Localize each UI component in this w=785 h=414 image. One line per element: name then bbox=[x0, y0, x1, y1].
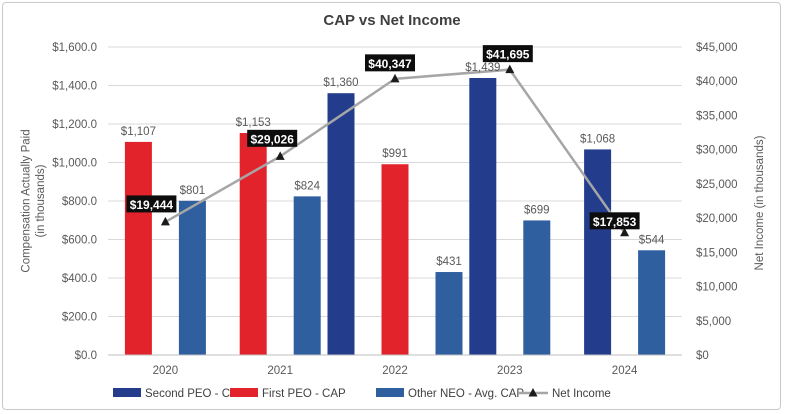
legend-swatch bbox=[230, 388, 258, 397]
legend: Second PEO - CAP First PEO - CAP Other NEO… bbox=[113, 388, 611, 400]
y-left-tick-label: $1,400.0 bbox=[52, 81, 97, 93]
net-income-label-box bbox=[365, 54, 415, 72]
y-right-tick-label: $40,000 bbox=[696, 76, 738, 88]
y-left-tick-label: $200.0 bbox=[62, 312, 97, 324]
y-right-tick-label: $25,000 bbox=[696, 179, 738, 191]
y-right-axis-title: Net Income (in thousands) bbox=[754, 135, 766, 270]
bar-data-label: $1,107 bbox=[121, 126, 156, 138]
bar-other-neo-avg-cap bbox=[638, 250, 666, 355]
y-right-tick-label: $10,000 bbox=[696, 282, 738, 294]
bar-other-neo-avg-cap bbox=[435, 272, 463, 355]
bar-second-peo-cap bbox=[327, 93, 355, 355]
bar-data-label: $699 bbox=[524, 204, 550, 216]
net-income-data-label: $17,853 bbox=[593, 215, 637, 229]
net-income-marker bbox=[505, 64, 515, 74]
net-income-data-label: $41,695 bbox=[486, 48, 530, 62]
net-income-label-box bbox=[247, 129, 298, 147]
y-left-tick-label: $600.0 bbox=[62, 235, 97, 247]
legend-marker bbox=[528, 388, 538, 397]
legend-swatch bbox=[376, 388, 404, 397]
y-left-tick-label: $1,200.0 bbox=[52, 119, 97, 131]
y-right-tick-label: $15,000 bbox=[696, 247, 738, 259]
bar-first-peo-cap bbox=[381, 164, 409, 355]
bar-data-label: $1,068 bbox=[580, 133, 615, 145]
legend-label: Other NEO - Avg. CAP bbox=[408, 388, 524, 400]
bar-first-peo-cap bbox=[239, 133, 267, 355]
x-tick-label: 2023 bbox=[497, 365, 523, 377]
bar-data-label: $801 bbox=[180, 185, 206, 197]
bar-data-label: $824 bbox=[294, 180, 320, 192]
bar-data-label: $1,439 bbox=[465, 62, 500, 74]
net-income-marker bbox=[390, 73, 400, 83]
net-income-line bbox=[160, 64, 630, 237]
y-left-axis-title: Compensation Actually Paid (in thousands) bbox=[21, 129, 47, 272]
x-tick-label: 2022 bbox=[382, 365, 408, 377]
y-left-tick-label: $800.0 bbox=[62, 196, 97, 208]
x-tick-label: 2021 bbox=[267, 365, 293, 377]
net-income-marker bbox=[160, 216, 170, 226]
y-right-tick-label: $45,000 bbox=[696, 42, 738, 54]
legend-swatch bbox=[113, 388, 141, 397]
net-income-data-label: $40,347 bbox=[368, 57, 412, 71]
x-tick-label: 2020 bbox=[153, 365, 179, 377]
net-income-data-label: $29,026 bbox=[251, 132, 295, 146]
net-income-data-label: $19,444 bbox=[130, 198, 174, 212]
bar-first-peo-cap bbox=[124, 141, 152, 355]
bar-data-label: $1,153 bbox=[236, 117, 271, 129]
bar-second-peo-cap bbox=[469, 77, 497, 356]
bar-other-neo-avg-cap bbox=[293, 196, 321, 355]
y-right-tick-label: $5,000 bbox=[696, 316, 731, 328]
legend-label: Second PEO - CAP bbox=[145, 388, 246, 400]
y-left-tick-label: $400.0 bbox=[62, 273, 97, 285]
x-tick-label: 2024 bbox=[612, 365, 638, 377]
bar-data-label: $1,360 bbox=[323, 77, 358, 89]
bar-data-label: $544 bbox=[639, 234, 665, 246]
net-income-label-box bbox=[126, 195, 177, 213]
bar-other-neo-avg-cap bbox=[178, 200, 206, 355]
bar-data-label: $431 bbox=[436, 256, 462, 268]
y-right-tick-label: $30,000 bbox=[696, 145, 738, 157]
data-labels: $1,107 $801 $1,153 $824 $1,360 $991 $431 $1,439… bbox=[121, 45, 665, 268]
net-income-marker bbox=[620, 227, 630, 237]
net-income-label-box bbox=[589, 212, 640, 230]
bars bbox=[124, 77, 666, 356]
legend-label: Net Income bbox=[552, 388, 611, 400]
y-left-tick-label: $1,600.0 bbox=[52, 42, 97, 54]
y-right-tick-label: $0 bbox=[696, 350, 709, 362]
axes: $0.0 $200.0 $400.0 $600.0 $800.0 $1,000.0 $1,2… bbox=[21, 42, 766, 377]
y-right-tick-label: $20,000 bbox=[696, 213, 738, 225]
net-income-label-box bbox=[482, 45, 533, 63]
bar-data-label: $991 bbox=[382, 148, 408, 160]
net-income-marker bbox=[275, 151, 285, 160]
legend-label: First PEO - CAP bbox=[262, 388, 346, 400]
bar-other-neo-avg-cap bbox=[523, 220, 551, 355]
chart-title: CAP vs Net Income bbox=[323, 12, 460, 29]
y-left-tick-label: $0.0 bbox=[75, 350, 97, 362]
y-right-tick-label: $35,000 bbox=[696, 110, 738, 122]
y-left-tick-label: $1,000.0 bbox=[52, 158, 97, 170]
